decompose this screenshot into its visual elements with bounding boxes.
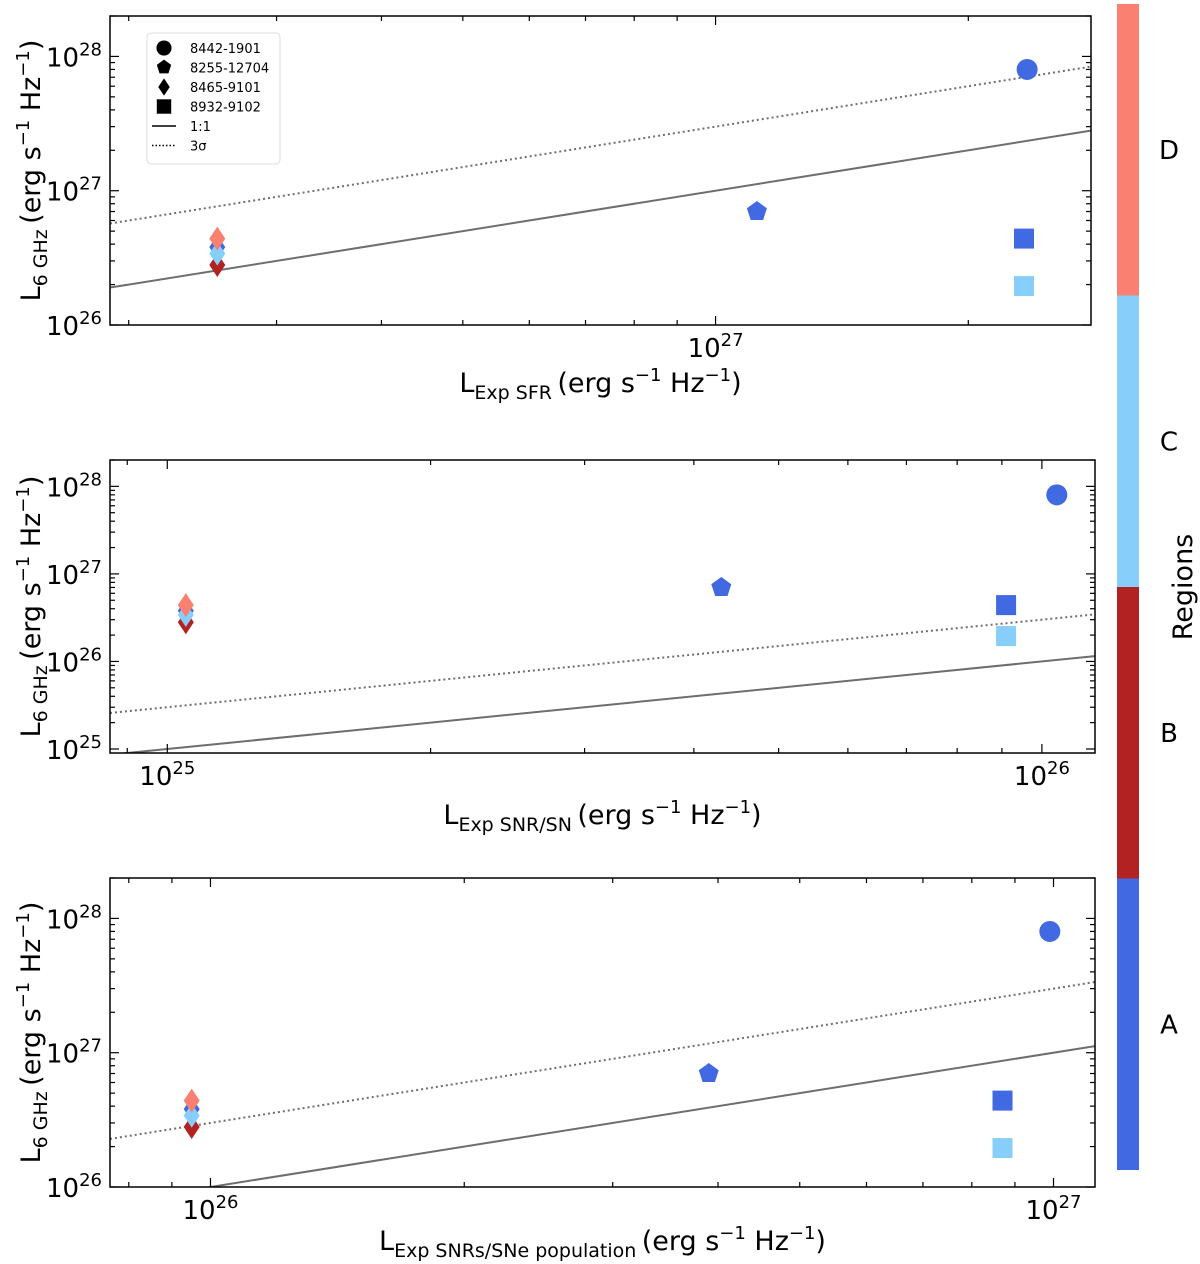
legend-label: 3σ <box>190 140 207 155</box>
colorbar-segment-B <box>1117 587 1139 879</box>
y-tick-label: 1028 <box>46 901 102 935</box>
one-to-one-line <box>110 129 1091 289</box>
point-8255-12704-A <box>711 577 732 596</box>
y-tick-label: 1026 <box>46 308 102 342</box>
colorbar-segment-A <box>1117 878 1139 1170</box>
x-tick-label: 1027 <box>688 330 744 364</box>
y-axis-label: L6 GHz (erg s−1 Hz−1) <box>13 476 52 738</box>
point-8465-9101-C <box>183 1103 200 1128</box>
y-tick-label: 1028 <box>46 469 102 503</box>
one-to-one-line <box>204 1045 1095 1187</box>
data-points <box>177 484 1068 647</box>
panels: 1027 1026 1027 1028 LExp SFR (erg s−1 Hz−1) L… <box>13 15 1096 1262</box>
y-tick-label: 1025 <box>46 732 102 766</box>
point-8442-1901-A <box>1039 920 1061 942</box>
panel-1: 1027 1026 1027 1028 LExp SFR (erg s−1 Hz−1) L… <box>13 15 1092 404</box>
reference-lines <box>110 981 1095 1187</box>
point-8932-9102-A <box>1013 228 1034 249</box>
colorbar-segment-C <box>1117 295 1139 587</box>
ticks <box>110 459 1095 753</box>
three-sigma-line <box>110 613 1095 714</box>
y-tick-label: 1027 <box>46 174 102 208</box>
legend-label: 8465-9101 <box>190 81 261 96</box>
y-axis-label: L6 GHz (erg s−1 Hz−1) <box>13 40 52 302</box>
point-8465-9101-D <box>183 1088 200 1113</box>
axes-frame <box>109 459 1096 754</box>
colorbar-label-B: B <box>1160 719 1178 749</box>
x-tick-label: 1027 <box>1026 1192 1082 1226</box>
y-tick-label: 1028 <box>46 39 102 73</box>
x-axis-label: LExp SNR/SN (erg s−1 Hz−1) <box>443 797 761 836</box>
x-axis-label: LExp SNRs/SNe population (erg s−1 Hz−1) <box>379 1223 826 1262</box>
point-8932-9102-A <box>996 595 1017 616</box>
reference-lines <box>110 613 1095 753</box>
ticks <box>110 877 1095 1188</box>
legend-marker-pentagon <box>156 59 172 74</box>
legend: 8442-1901 8255-12704 8465-9101 8932-9102 1:1… <box>146 32 281 165</box>
legend-label: 8442-1901 <box>190 42 261 57</box>
x-tick-label: 1026 <box>182 1192 238 1226</box>
axes-frame <box>109 15 1092 326</box>
y-axis-label: L6 GHz (erg s−1 Hz−1) <box>13 902 52 1164</box>
point-8932-9102-C <box>992 1138 1013 1159</box>
legend-box <box>146 32 281 165</box>
legend-label: 8255-12704 <box>190 62 269 77</box>
point-8255-12704-A <box>746 201 767 220</box>
y-tick-label: 1027 <box>46 557 102 591</box>
y-tick-label: 1026 <box>46 644 102 678</box>
one-to-one-line <box>117 655 1095 753</box>
point-8465-9101-D <box>209 226 226 251</box>
three-sigma-line <box>110 981 1095 1140</box>
colorbar-label-D: D <box>1159 136 1179 166</box>
legend-marker-square <box>156 99 172 114</box>
point-8932-9102-C <box>996 626 1017 647</box>
colorbar: A B C D Regions <box>1117 4 1199 1170</box>
data-points <box>183 920 1061 1159</box>
data-points <box>209 58 1038 297</box>
colorbar-label-C: C <box>1160 427 1178 457</box>
point-8465-9101-D <box>177 593 194 618</box>
panel-2: 1025 1026 1025 1026 1027 1028 LExp SNR/SN (erg… <box>13 459 1096 836</box>
reference-lines <box>110 65 1091 289</box>
point-8932-9102-A <box>992 1090 1013 1111</box>
point-8255-12704-A <box>698 1063 719 1082</box>
point-8442-1901-A <box>1046 484 1068 506</box>
x-axis-label: LExp SFR (erg s−1 Hz−1) <box>459 365 741 404</box>
x-tick-label: 1026 <box>1014 758 1070 792</box>
y-tick-label: 1026 <box>46 1170 102 1204</box>
colorbar-title: Regions <box>1168 534 1199 641</box>
colorbar-label-A: A <box>1160 1010 1178 1040</box>
point-8465-9101-C <box>209 241 226 266</box>
colorbar-segment-D <box>1117 4 1139 296</box>
legend-marker-circle <box>156 40 172 56</box>
legend-label: 8932-9102 <box>190 101 261 116</box>
axes-frame <box>109 877 1096 1188</box>
ticks <box>110 15 1091 326</box>
y-tick-label: 1027 <box>46 1036 102 1070</box>
point-8442-1901-A <box>1016 58 1038 80</box>
point-8932-9102-C <box>1013 276 1034 297</box>
panel-3: 1026 1027 1026 1027 1028 LExp SNRs/SNe popula… <box>13 877 1096 1262</box>
legend-label: 1:1 <box>190 120 211 135</box>
three-sigma-line <box>110 65 1091 225</box>
x-tick-label: 1025 <box>139 758 195 792</box>
